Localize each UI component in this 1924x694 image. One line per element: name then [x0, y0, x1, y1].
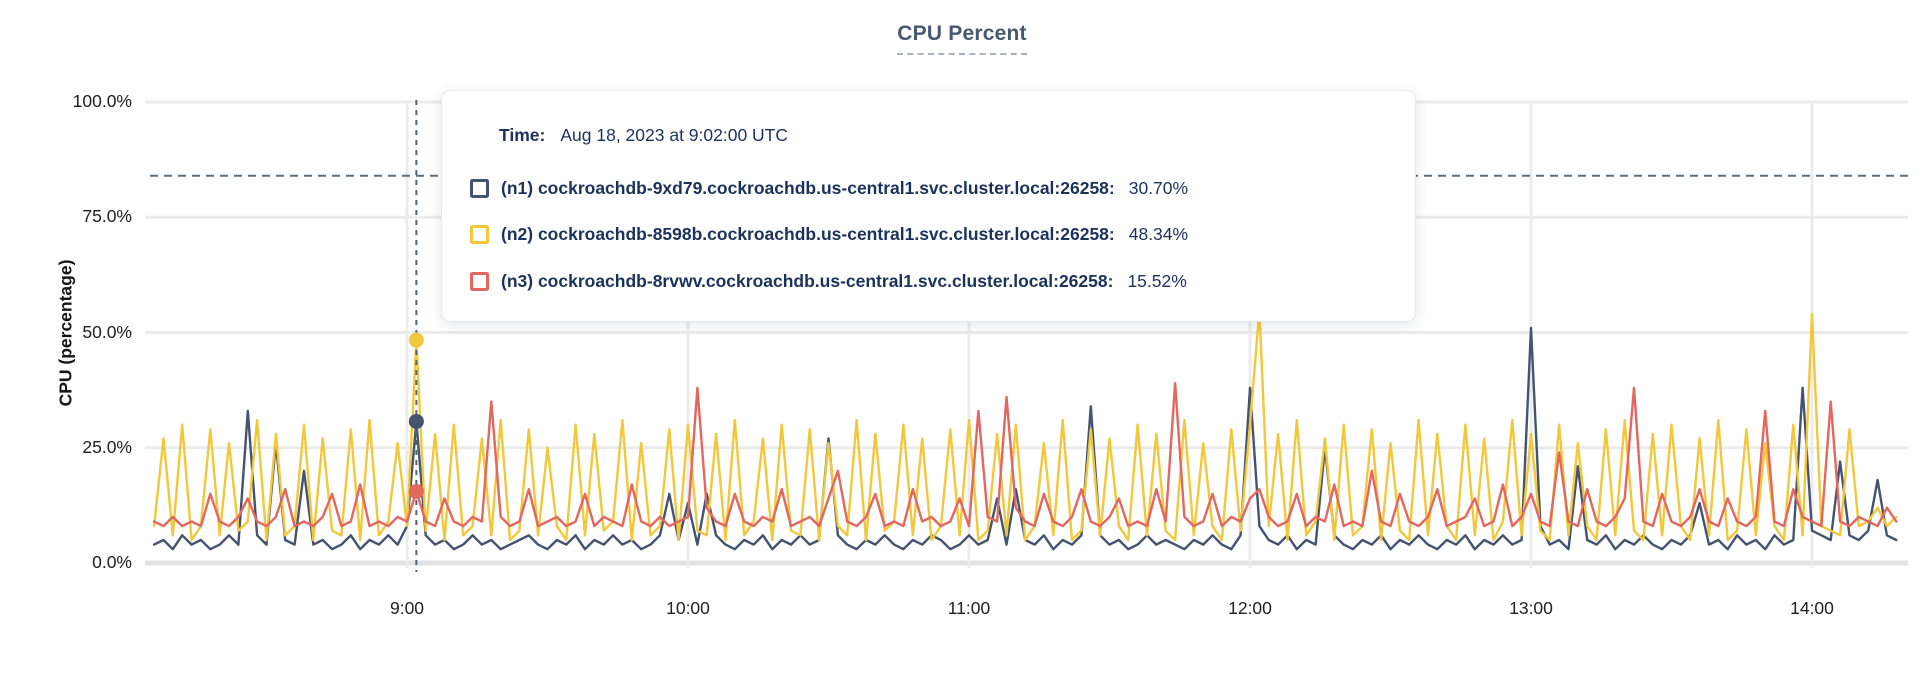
tooltip-series-name: (n2) cockroachdb-8598b.cockroachdb.us-ce… — [501, 224, 1115, 245]
tooltip-row-n1: (n1) cockroachdb-9xd79.cockroachdb.us-ce… — [470, 165, 1395, 212]
x-tick-label: 14:00 — [1790, 598, 1834, 618]
tooltip-row-n3: (n3) cockroachdb-8rvwv.cockroachdb.us-ce… — [470, 258, 1395, 305]
x-tick-label: 9:00 — [389, 598, 425, 618]
y-tick-label: 100.0% — [72, 91, 132, 111]
hover-tooltip: Time: Aug 18, 2023 at 9:02:00 UTC (n1) co… — [441, 90, 1416, 322]
y-tick-label: 25.0% — [82, 436, 132, 457]
x-tick-label: 12:00 — [1228, 598, 1272, 618]
tooltip-time-row: Time: Aug 18, 2023 at 9:02:00 UTC — [499, 125, 788, 146]
tooltip-time-label: Time: — [499, 125, 546, 145]
series-color-swatch-icon — [470, 178, 489, 198]
tooltip-series-value: 48.34% — [1128, 224, 1189, 245]
y-tick-label: 75.0% — [82, 206, 132, 227]
tooltip-row-n2: (n2) cockroachdb-8598b.cockroachdb.us-ce… — [470, 212, 1395, 259]
series-line-n3 — [152, 382, 1898, 528]
y-tick-label: 50.0% — [82, 321, 132, 342]
series-line-n2 — [152, 308, 1898, 542]
x-tick-label: 11:00 — [947, 598, 991, 618]
chart-title: CPU Percent — [897, 22, 1027, 55]
tooltip-series-name: (n1) cockroachdb-9xd79.cockroachdb.us-ce… — [501, 177, 1115, 198]
tooltip-series-value: 30.70% — [1128, 177, 1189, 198]
hover-point-n3 — [408, 483, 424, 499]
hover-point-n2 — [408, 332, 424, 348]
tooltip-series-name: (n3) cockroachdb-8rvwv.cockroachdb.us-ce… — [501, 270, 1114, 291]
tooltip-series-value: 15.52% — [1127, 270, 1187, 291]
series-color-swatch-icon — [470, 271, 489, 291]
tooltip-series-rows: (n1) cockroachdb-9xd79.cockroachdb.us-ce… — [470, 165, 1395, 305]
tooltip-time-value: Aug 18, 2023 at 9:02:00 UTC — [560, 125, 789, 145]
hover-point-n1 — [408, 413, 424, 429]
chart-title-row: CPU Percent — [0, 22, 1924, 55]
x-tick-label: 13:00 — [1509, 598, 1553, 618]
y-tick-label: 0.0% — [92, 552, 132, 572]
x-tick-label: 10:00 — [666, 598, 710, 618]
series-color-swatch-icon — [470, 225, 489, 245]
